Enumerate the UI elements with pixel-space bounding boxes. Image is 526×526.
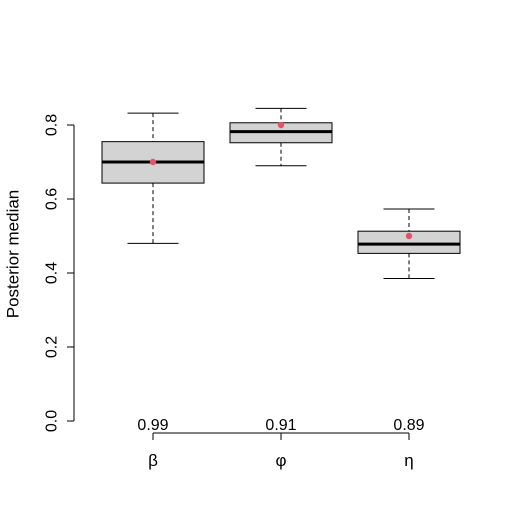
y-axis: 0.0 0.2 0.4 0.6 0.8 (44, 114, 75, 432)
y-tick-label: 0.2 (44, 336, 61, 358)
box-1 (101, 112, 205, 244)
x-tick-label: β (148, 451, 158, 470)
x-tick-label: φ (275, 451, 286, 470)
mean-point (149, 158, 157, 166)
y-tick-label: 0.6 (44, 188, 61, 210)
y-tick-label: 0.8 (44, 114, 61, 136)
box-3 (357, 208, 461, 280)
box-annotation: 0.99 (137, 417, 168, 434)
box-annotation: 0.89 (393, 417, 424, 434)
y-tick-label: 0.0 (44, 410, 61, 432)
mean-point (277, 121, 285, 129)
box-series (101, 107, 461, 280)
x-axis: β 0.99 φ 0.91 η 0.89 (137, 417, 424, 470)
iqr-box (357, 230, 461, 254)
box-2 (229, 107, 333, 167)
x-tick-label: η (404, 451, 413, 470)
mean-point (405, 232, 413, 240)
y-axis-label: Posterior median (4, 190, 23, 319)
y-tick-label: 0.4 (44, 262, 61, 284)
box-annotation: 0.91 (265, 417, 296, 434)
